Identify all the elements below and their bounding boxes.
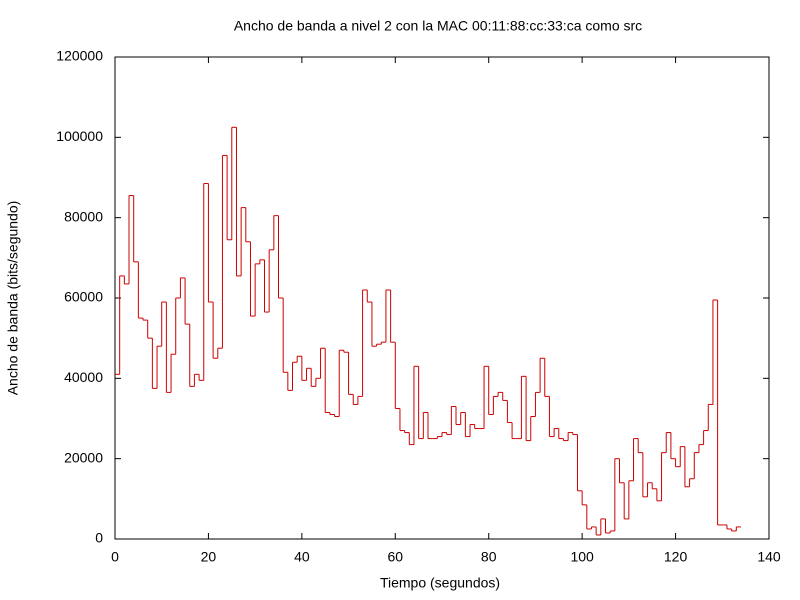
plot-border	[114, 56, 770, 540]
x-tick-label: 100	[570, 549, 594, 565]
y-tick-label: 0	[95, 530, 103, 546]
x-tick-label: 0	[111, 549, 119, 565]
y-tick-label: 120000	[56, 48, 103, 64]
x-axis-label: Tiempo (segundos)	[380, 575, 500, 591]
y-tick-label: 80000	[64, 208, 103, 224]
y-tick-label: 20000	[64, 449, 103, 465]
x-tick-label: 60	[387, 549, 403, 565]
y-tick-label: 40000	[64, 369, 103, 385]
y-tick-label: 100000	[56, 128, 103, 144]
y-tick-label: 60000	[64, 289, 103, 305]
chart-title: Ancho de banda a nivel 2 con la MAC 00:1…	[234, 18, 642, 34]
x-tick-label: 120	[664, 549, 688, 565]
x-tick-label: 20	[201, 549, 217, 565]
x-tick-label: 80	[481, 549, 497, 565]
y-axis-label: Ancho de banda (bits/segundo)	[5, 201, 21, 396]
x-tick-label: 40	[294, 549, 310, 565]
x-tick-label: 140	[757, 549, 781, 565]
